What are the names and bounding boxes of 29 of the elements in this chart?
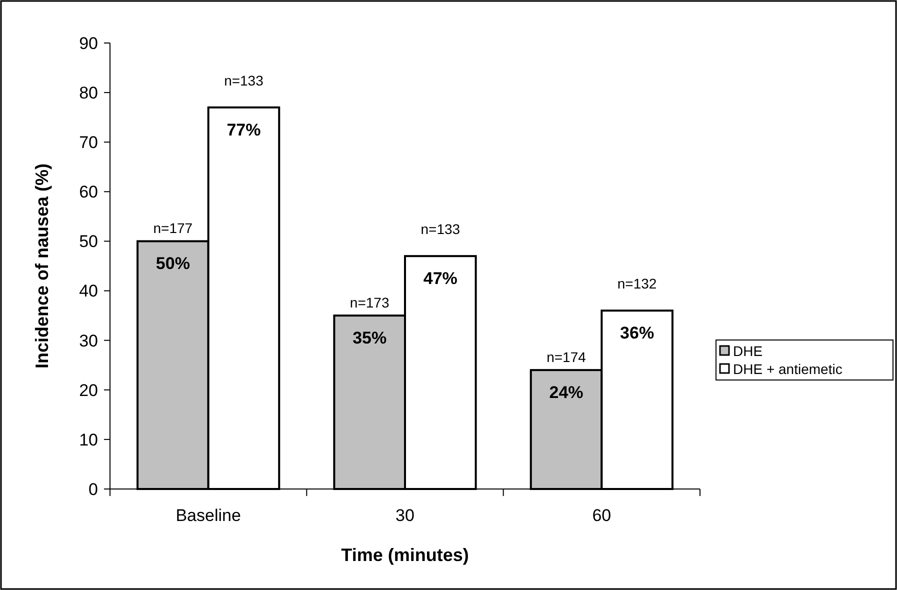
annotation: n=132 [617, 276, 657, 292]
annotation: n=133 [420, 221, 460, 238]
data-label: 47% [423, 269, 458, 288]
data-label: 35% [352, 328, 387, 348]
y-tick-label: 80 [79, 84, 98, 103]
data-label: 36% [620, 324, 654, 343]
y-tick-label: 50 [79, 232, 98, 252]
annotation: n=174 [546, 349, 586, 366]
data-label: 24% [549, 383, 584, 402]
y-tick-label: 20 [79, 380, 98, 400]
data-label: 77% [226, 120, 261, 140]
annotation: n=173 [350, 294, 390, 311]
legend-label: DHE + antiemetic [733, 360, 842, 377]
legend-label: DHE [733, 342, 763, 359]
x-axis-title: Time (minutes) [341, 545, 469, 565]
y-tick-label: 0 [88, 480, 98, 499]
y-tick-label: 90 [79, 34, 98, 53]
x-tick-label: 30 [396, 506, 414, 525]
y-tick-label: 10 [79, 430, 98, 450]
y-axis-title: Incidence of nausea (%) [32, 163, 52, 369]
x-tick-label: Baseline [176, 506, 241, 525]
y-tick-label: 30 [79, 331, 98, 350]
y-tick-label: 70 [79, 133, 98, 152]
annotation: n=177 [153, 220, 193, 236]
y-tick-label: 60 [79, 182, 98, 202]
y-tick-label: 40 [79, 282, 98, 301]
data-label: 50% [156, 254, 190, 274]
x-tick-label: 60 [592, 506, 612, 525]
annotation: n=133 [224, 72, 264, 88]
